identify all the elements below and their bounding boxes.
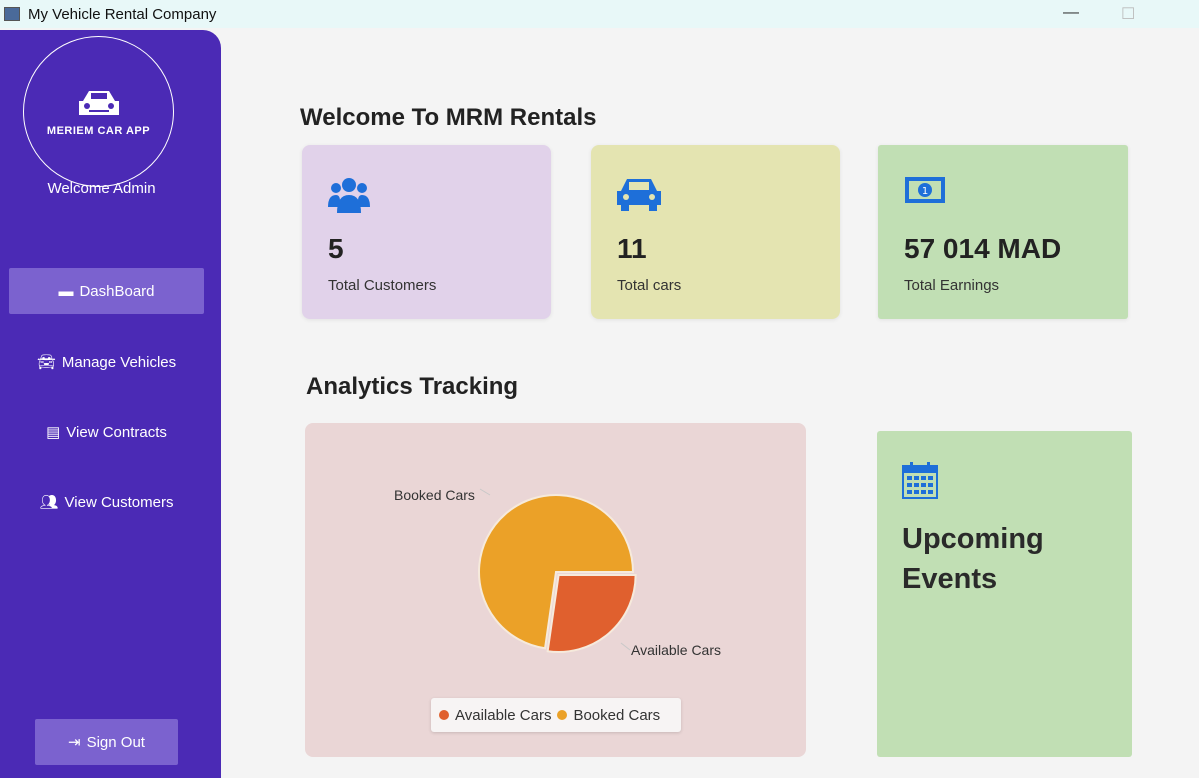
sign-out-icon: ⇥: [68, 734, 81, 751]
pie-slice-available-cars[interactable]: [546, 574, 637, 653]
maximize-button[interactable]: ☐: [1121, 6, 1136, 23]
archive-icon: ▬: [58, 282, 74, 300]
minimize-button[interactable]: —: [1063, 4, 1079, 21]
card-total-customers: 5 Total Customers: [302, 145, 551, 319]
car-icon: 🚘︎: [36, 354, 56, 371]
welcome-text: Welcome Admin: [47, 180, 156, 197]
pie-slice-booked-cars[interactable]: [478, 494, 635, 650]
events-title: Upcoming Events: [902, 523, 1044, 595]
sign-out-button[interactable]: ⇥ Sign Out: [35, 719, 178, 765]
file-icon: ▤: [46, 424, 61, 441]
sidebar-item-label: DashBoard: [79, 282, 155, 300]
pie-chart: Booked Cars Available Cars Available Car…: [305, 423, 806, 757]
pie-svg: [478, 488, 637, 653]
pie-label-booked: Booked Cars: [394, 487, 475, 503]
sidebar-item-label: Manage Vehicles: [61, 353, 177, 371]
logo: MERIEM CAR APP: [23, 36, 174, 187]
customers-label: Total Customers: [328, 277, 437, 294]
analytics-title: Analytics Tracking: [306, 373, 519, 400]
earnings-label: Total Earnings: [904, 277, 1000, 294]
sidebar-item-dashboard[interactable]: ▬ DashBoard: [9, 268, 204, 314]
customers-count: 5: [328, 233, 344, 264]
svg-text:1: 1: [922, 186, 928, 197]
sidebar-item-label: View Customers: [64, 493, 174, 511]
card-total-cars: 11 Total cars: [591, 145, 840, 319]
title-bar: My Vehicle Rental Company — ☐: [0, 0, 1199, 28]
chart-legend: Available Cars Booked Cars: [431, 698, 681, 732]
sidebar-item-view-contracts[interactable]: ▤ View Contracts: [9, 409, 204, 455]
users-icon: [328, 178, 370, 213]
sign-out-label: Sign Out: [86, 733, 145, 751]
sidebar-item-label: View Contracts: [66, 423, 167, 441]
earnings-value: 57 014 MAD: [904, 233, 1062, 264]
users-icon: 👥︎: [39, 494, 59, 511]
card-total-earnings: 1 57 014 MAD Total Earnings: [878, 145, 1128, 319]
window-title: My Vehicle Rental Company: [28, 5, 217, 23]
legend-item-booked[interactable]: Booked Cars: [557, 707, 660, 724]
logo-text: MERIEM CAR APP: [46, 124, 151, 137]
pie-label-line: [479, 488, 491, 496]
sidebar-item-manage-vehicles[interactable]: 🚘︎ Manage Vehicles: [9, 339, 204, 385]
calendar-icon: [902, 462, 938, 499]
cars-label: Total cars: [617, 277, 682, 294]
money-icon: 1: [905, 177, 945, 203]
car-logo-icon: [78, 90, 119, 115]
pie-label-available: Available Cars: [631, 642, 722, 658]
app-icon: [4, 7, 20, 21]
sidebar: MERIEM CAR APP Welcome Admin ▬ DashBoard …: [0, 30, 221, 778]
car-icon: [617, 179, 661, 211]
sidebar-item-view-customers[interactable]: 👥︎ View Customers: [9, 479, 204, 525]
page-title: Welcome To MRM Rentals: [300, 104, 597, 131]
upcoming-events-card: Upcoming Events: [877, 431, 1132, 757]
legend-item-available[interactable]: Available Cars: [439, 707, 551, 724]
pie-label-line: [620, 642, 631, 651]
cars-count: 11: [617, 233, 647, 264]
